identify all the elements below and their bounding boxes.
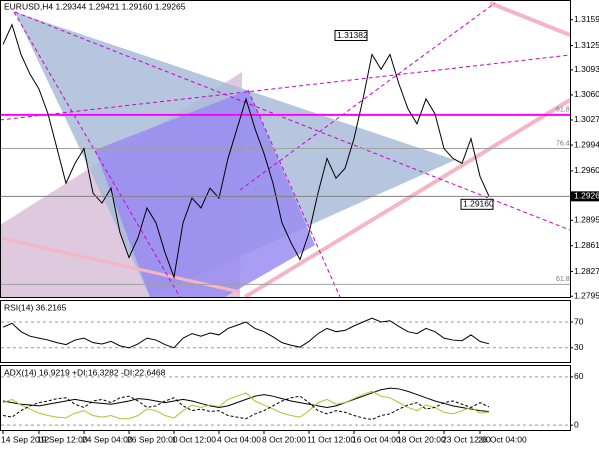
series-line <box>2 390 490 420</box>
fib-label: 61.8 <box>556 107 570 114</box>
rsi-title: RSI(14) 36.2165 <box>4 302 67 312</box>
y-tick-label: 1.30270 <box>574 114 599 124</box>
y-tick-label: 0 <box>574 419 579 429</box>
series-line <box>2 387 490 413</box>
y-tick-label: 1.31250 <box>574 40 599 50</box>
price-label: 1.31382 <box>337 30 368 40</box>
series-line <box>2 23 490 280</box>
x-tick-label: 11 Oct 12:00 <box>307 434 355 444</box>
y-tick-label: 70 <box>574 316 584 326</box>
y-tick-label: 1.28275 <box>574 266 599 276</box>
last-price-box <box>571 191 599 202</box>
x-tick-label: 8 Oct 20:00 <box>262 434 306 444</box>
y-tick-label: 30 <box>574 342 584 352</box>
y-tick-label: 1.28950 <box>574 215 599 225</box>
x-tick-label: 26 Sep 20:00 <box>127 434 178 444</box>
dashed-line <box>13 11 181 298</box>
x-tick-label: 24 Sep 04:00 <box>82 434 133 444</box>
y-tick-label: 1.29940 <box>574 139 599 149</box>
y-tick-label: 1.30930 <box>574 64 599 74</box>
chart-title: EURUSD,H4 1.29344 1.29421 1.29160 1.2926… <box>4 1 186 11</box>
price-label-box <box>460 198 494 210</box>
y-tick-label: 1.28615 <box>574 240 599 250</box>
y-tick-label: 60 <box>574 371 584 381</box>
x-tick-label: 16 Oct 04:00 <box>352 434 401 444</box>
x-tick-label: 1 Oct 12:00 <box>172 434 216 444</box>
series-line <box>2 395 490 421</box>
rsi-frame <box>0 300 571 363</box>
price-label-box <box>334 30 368 42</box>
y-tick-label: 1.29600 <box>574 165 599 175</box>
adx-frame <box>0 365 571 431</box>
price-label: 1.29160 <box>463 199 494 209</box>
panel-frames <box>0 0 571 431</box>
x-tick-label: 14 Sep 2012 <box>1 434 49 444</box>
last-price-label: 1.29265 <box>574 191 599 201</box>
dashed-line <box>14 11 571 231</box>
trend-line <box>489 1 571 37</box>
y-tick-label: 1.31590 <box>574 14 599 24</box>
series-line <box>2 317 490 349</box>
trend-line <box>243 98 572 299</box>
price-frame <box>0 0 571 298</box>
x-tick-label: 4 Oct 04:00 <box>217 434 261 444</box>
fib-label: 76.4 <box>556 140 570 147</box>
y-tick-label: 1.27950 <box>574 290 599 300</box>
x-tick-label: 18 Oct 20:00 <box>397 434 446 444</box>
dashed-line <box>247 89 341 298</box>
dashed-line <box>0 54 571 121</box>
x-tick-label: 26 Oct 04:00 <box>478 434 527 444</box>
x-tick-label: 19 Sep 12:00 <box>37 434 88 444</box>
trend-line <box>0 236 241 294</box>
x-tick-label: 23 Oct 12:00 <box>442 434 491 444</box>
fib-label: 61.8 <box>556 276 570 283</box>
adx-title: ADX(14) 16.9219 +DI:16.3282 -DI:22.6468 <box>4 367 166 377</box>
dashed-line <box>239 2 496 191</box>
